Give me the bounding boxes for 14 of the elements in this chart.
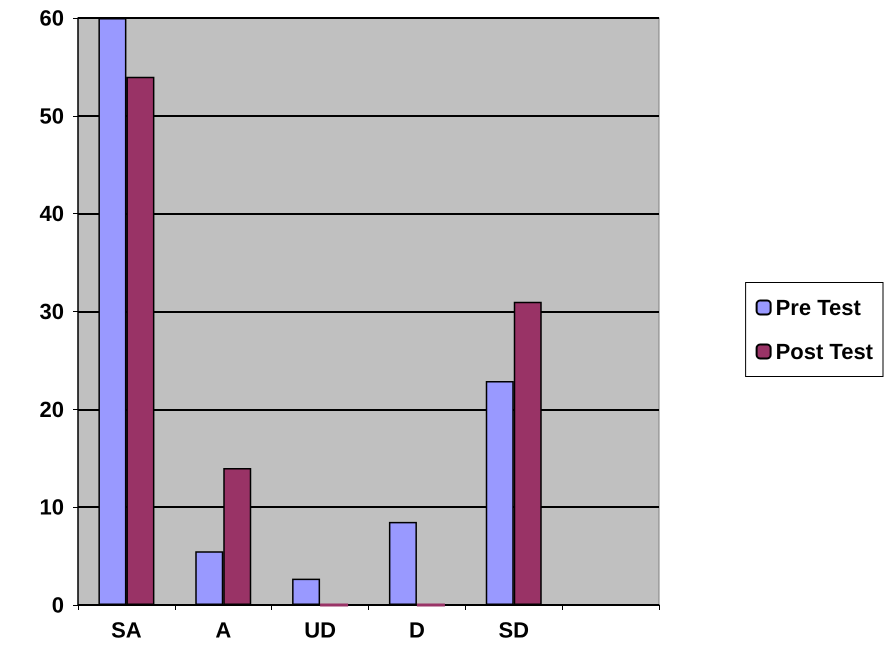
y-tick-label: 40 (40, 201, 64, 226)
x-tick-label: UD (304, 618, 336, 642)
y-tick-label: 50 (40, 103, 64, 128)
x-tick-label: D (408, 618, 425, 642)
y-tick-label: 10 (40, 494, 64, 520)
x-tick-label: A (215, 618, 232, 642)
y-tick-label: 20 (40, 396, 64, 422)
y-tick-label: 30 (40, 299, 64, 324)
y-tick-label: 0 (52, 592, 64, 618)
legend-label: Pre Test (776, 295, 862, 320)
x-tick-label: SA (111, 618, 142, 642)
legend-label: Post Test (776, 339, 874, 364)
x-tick-label: SD (498, 618, 530, 642)
y-tick-label: 60 (40, 6, 64, 30)
